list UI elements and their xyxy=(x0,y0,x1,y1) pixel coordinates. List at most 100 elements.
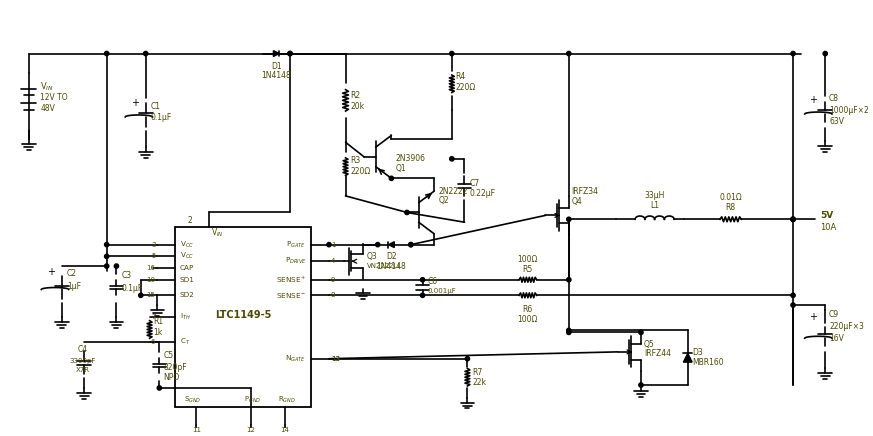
Text: 0.1μF: 0.1μF xyxy=(121,284,142,293)
Circle shape xyxy=(143,51,148,56)
Text: 12: 12 xyxy=(246,427,256,433)
Text: 4: 4 xyxy=(331,258,335,264)
Text: 7: 7 xyxy=(151,314,155,320)
Text: D3: D3 xyxy=(692,348,704,358)
Text: 8: 8 xyxy=(331,292,335,298)
Bar xyxy=(175,227,312,408)
Text: LTC1149-5: LTC1149-5 xyxy=(215,310,272,320)
Text: 13: 13 xyxy=(331,356,340,362)
Text: 10: 10 xyxy=(147,277,155,283)
Text: SD1: SD1 xyxy=(180,277,195,283)
Text: C8: C8 xyxy=(829,94,839,103)
Circle shape xyxy=(450,157,454,161)
Text: S$_{GND}$: S$_{GND}$ xyxy=(183,395,201,405)
Circle shape xyxy=(157,386,162,390)
Text: Q1: Q1 xyxy=(395,164,406,173)
Text: Q3: Q3 xyxy=(367,252,378,261)
Circle shape xyxy=(450,51,454,56)
Text: X7R: X7R xyxy=(75,368,89,373)
Text: D2: D2 xyxy=(386,252,396,261)
Text: 11: 11 xyxy=(192,427,201,433)
Text: C7: C7 xyxy=(470,179,479,188)
Text: SENSE$^-$: SENSE$^-$ xyxy=(276,291,306,300)
Circle shape xyxy=(791,51,795,56)
Text: 220Ω: 220Ω xyxy=(350,167,371,176)
Text: 15: 15 xyxy=(147,292,155,298)
Circle shape xyxy=(105,254,109,259)
Circle shape xyxy=(791,303,795,307)
Text: 1: 1 xyxy=(331,242,335,248)
Circle shape xyxy=(409,242,413,247)
Text: R5: R5 xyxy=(523,265,533,273)
Circle shape xyxy=(288,51,292,56)
Polygon shape xyxy=(388,242,395,248)
Text: C3: C3 xyxy=(121,271,132,280)
Text: SENSE$^+$: SENSE$^+$ xyxy=(276,275,306,285)
Text: 6: 6 xyxy=(151,339,155,345)
Text: C9: C9 xyxy=(829,310,839,319)
Text: IRFZ44: IRFZ44 xyxy=(644,349,670,358)
Circle shape xyxy=(567,51,571,56)
Text: 5V: 5V xyxy=(821,211,834,220)
Text: 16: 16 xyxy=(147,265,155,271)
Text: 1μF: 1μF xyxy=(66,282,80,291)
Circle shape xyxy=(105,242,109,247)
Text: 63V: 63V xyxy=(829,117,844,126)
Text: C6: C6 xyxy=(428,277,437,286)
Text: V$_{IN}$: V$_{IN}$ xyxy=(211,227,223,239)
Text: 820pF: 820pF xyxy=(163,363,187,372)
Text: 1N4148: 1N4148 xyxy=(261,72,292,81)
Text: I$_{TH}$: I$_{TH}$ xyxy=(180,312,190,322)
Text: V$_{CC}$: V$_{CC}$ xyxy=(180,239,194,250)
Text: 1k: 1k xyxy=(154,328,162,337)
Text: Q4: Q4 xyxy=(572,197,582,206)
Text: P$_{GATE}$: P$_{GATE}$ xyxy=(286,239,306,250)
Text: 14: 14 xyxy=(280,427,290,433)
Text: +: + xyxy=(809,312,817,322)
Circle shape xyxy=(421,293,424,297)
Circle shape xyxy=(639,383,643,387)
Text: VN2222LL: VN2222LL xyxy=(367,263,402,269)
Circle shape xyxy=(823,51,828,56)
Circle shape xyxy=(421,278,424,282)
Circle shape xyxy=(105,264,109,268)
Circle shape xyxy=(288,51,292,56)
Circle shape xyxy=(105,51,109,56)
Circle shape xyxy=(465,357,470,361)
Text: 3300pF: 3300pF xyxy=(69,358,95,364)
Circle shape xyxy=(139,293,143,297)
Text: 2N3906: 2N3906 xyxy=(395,154,425,164)
Text: V$_{IN}$: V$_{IN}$ xyxy=(40,80,54,93)
Text: V$_{CC}$: V$_{CC}$ xyxy=(180,251,194,262)
Circle shape xyxy=(791,217,795,221)
Text: P$_{GND}$: P$_{GND}$ xyxy=(244,395,262,405)
Circle shape xyxy=(114,264,119,268)
Text: 10A: 10A xyxy=(821,223,836,232)
Text: C$_T$: C$_T$ xyxy=(180,337,190,347)
Text: +: + xyxy=(809,95,817,106)
Circle shape xyxy=(791,217,795,221)
Text: C2: C2 xyxy=(66,269,77,278)
Polygon shape xyxy=(684,353,692,362)
Text: 2: 2 xyxy=(187,216,192,225)
Text: 5: 5 xyxy=(151,253,155,259)
Text: 100Ω: 100Ω xyxy=(518,315,538,324)
Text: 0.01Ω: 0.01Ω xyxy=(719,193,742,202)
Circle shape xyxy=(567,278,571,282)
Circle shape xyxy=(389,176,394,181)
Circle shape xyxy=(375,242,380,247)
Text: R8: R8 xyxy=(725,203,736,212)
Text: C1: C1 xyxy=(150,102,161,111)
Text: 1N4148: 1N4148 xyxy=(376,262,406,271)
Text: Q5: Q5 xyxy=(644,340,655,348)
Text: 33μH: 33μH xyxy=(644,191,665,201)
Text: 220Ω: 220Ω xyxy=(456,83,476,92)
Text: IRFZ34: IRFZ34 xyxy=(572,187,599,197)
Text: 20k: 20k xyxy=(350,102,365,111)
Text: R4: R4 xyxy=(456,72,466,82)
Text: 100Ω: 100Ω xyxy=(518,255,538,264)
Text: 22k: 22k xyxy=(472,378,486,387)
Text: CAP: CAP xyxy=(180,265,194,271)
Circle shape xyxy=(567,328,571,333)
Circle shape xyxy=(791,217,795,221)
